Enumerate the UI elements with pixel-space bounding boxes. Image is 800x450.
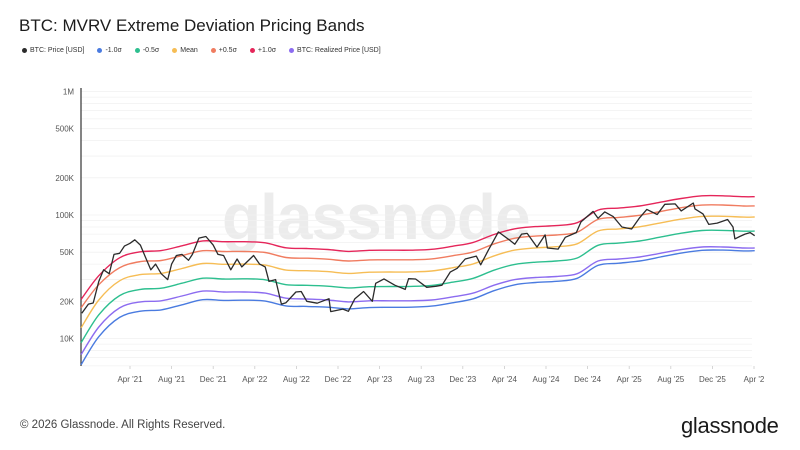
x-tick-label: Aug '21 [158,375,185,384]
x-tick-label: Aug '23 [408,375,435,384]
x-tick-label: Dec '24 [574,375,601,384]
y-tick-label: 200K [55,174,74,183]
glassnode-logo[interactable]: glassnode [681,413,779,438]
series-line-mean [80,215,755,329]
x-tick-label: Dec '25 [699,375,726,384]
y-tick-label: 100K [55,211,74,220]
x-tick-label: Apr '2 [744,375,765,384]
series-line--0-5- [80,229,755,344]
legend-label: BTC: Price [USD] [30,47,85,54]
legend-item[interactable]: -1.0σ [97,47,122,54]
y-tick-label: 20K [60,297,75,306]
legend-marker [210,48,216,53]
legend-item[interactable]: -0.5σ [134,47,160,54]
x-tick-label: Apr '21 [117,375,143,384]
chart-legend: BTC: Price [USD] -1.0σ -0.5σ Mean +0.5σ +1.0σ… [22,47,381,54]
legend-label: BTC: Realized Price [USD] [297,47,381,54]
series-line--1-0- [80,194,755,300]
x-tick-label: Aug '24 [533,375,560,384]
y-tick-label: 500K [55,125,74,134]
legend-item[interactable]: BTC: Realized Price [USD] [289,47,381,54]
legend-label: -1.0σ [105,47,122,54]
legend-marker [172,48,178,53]
x-tick-label: Dec '22 [325,375,352,384]
copyright-footer: © 2026 Glassnode. All Rights Reserved. [20,419,226,431]
legend-item[interactable]: Mean [172,47,198,54]
legend-label: +1.0σ [257,47,277,54]
legend-item[interactable]: BTC: Price [USD] [22,47,84,54]
x-tick-label: Dec '21 [200,375,227,384]
legend-label: +0.5σ [218,47,237,54]
series-line-btc-realized-price-usd- [80,246,755,355]
y-tick-label: 10K [60,335,75,344]
legend-marker [289,48,295,53]
legend-marker [97,48,103,53]
x-tick-label: Aug '25 [657,375,684,384]
x-tick-label: Apr '25 [617,375,643,384]
y-tick-label: 1M [63,88,74,97]
x-tick-label: Apr '24 [492,375,518,384]
series-line--1-0- [80,249,755,366]
x-tick-label: Apr '22 [242,375,268,384]
y-tick-label: 50K [60,248,75,257]
legend-marker [249,48,255,53]
legend-label: -0.5σ [142,47,160,54]
legend-marker [134,48,140,53]
x-tick-label: Dec '23 [449,375,476,384]
chart-title: BTC: MVRV Extreme Deviation Pricing Band… [19,16,365,35]
legend-item[interactable]: +0.5σ [210,47,237,54]
x-tick-label: Aug '22 [283,375,310,384]
legend-marker [22,48,27,53]
x-tick-label: Apr '23 [367,375,393,384]
legend-item[interactable]: +1.0σ [249,47,277,54]
series-line-btc-price [81,202,756,314]
legend-label: Mean [180,47,198,54]
